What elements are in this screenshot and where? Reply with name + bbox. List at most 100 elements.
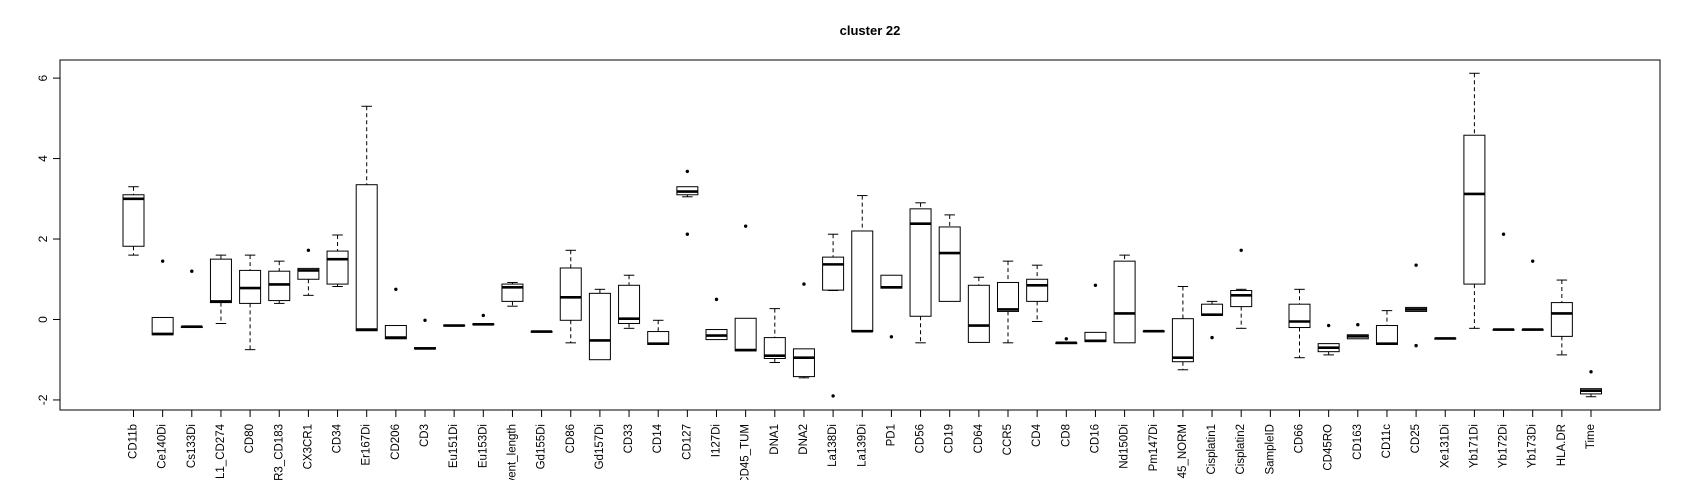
x-tick-label: Yb173Di bbox=[1527, 424, 1539, 468]
y-tick-label: 6 bbox=[36, 74, 50, 81]
box-iqr bbox=[822, 256, 845, 291]
x-tick-label: CD16 bbox=[1089, 424, 1101, 453]
box-45_NORM bbox=[1171, 285, 1194, 371]
box-R3_CD183 bbox=[268, 260, 291, 304]
box-CD33 bbox=[618, 274, 641, 329]
outlier-point bbox=[1093, 283, 1098, 287]
x-tick-label: Er167Di bbox=[361, 424, 373, 466]
box-iqr bbox=[618, 284, 641, 325]
x-tick-label: CD34 bbox=[332, 423, 344, 453]
outlier-point bbox=[1326, 323, 1331, 328]
box-CD11b bbox=[122, 186, 145, 256]
y-tick-label: -2 bbox=[36, 394, 50, 405]
box-DNA2 bbox=[792, 282, 815, 379]
box-Yb172Di bbox=[1492, 232, 1515, 331]
box-Gd157Di bbox=[588, 288, 611, 361]
box-PD1 bbox=[880, 274, 903, 339]
x-tick-label: CD19 bbox=[944, 424, 956, 453]
box-La139Di bbox=[851, 195, 874, 333]
box-Cisplatin1 bbox=[1201, 300, 1224, 340]
box-iqr bbox=[151, 316, 174, 336]
box-CD163 bbox=[1346, 323, 1369, 340]
x-tick-label: DNA2 bbox=[798, 424, 810, 455]
box-DNA1 bbox=[763, 308, 786, 364]
box-iqr bbox=[1230, 290, 1253, 308]
x-tick-label: DNA1 bbox=[769, 424, 781, 455]
x-tick-label: CD33 bbox=[623, 424, 635, 453]
box-CD56 bbox=[909, 202, 932, 344]
x-tick-label: R3_CD183 bbox=[273, 424, 285, 480]
outlier-point bbox=[802, 282, 806, 286]
box-CD86 bbox=[559, 249, 582, 344]
box-CD66 bbox=[1288, 288, 1311, 359]
box-CD206 bbox=[384, 287, 407, 340]
box-CD3 bbox=[414, 318, 436, 350]
box-Pm147Di bbox=[1142, 329, 1165, 333]
boxes-group bbox=[122, 72, 1602, 398]
outlier-point bbox=[394, 287, 398, 292]
x-tick-label: CD45_TUM bbox=[740, 424, 752, 480]
box-CD64 bbox=[967, 276, 990, 343]
box-iqr bbox=[209, 258, 232, 304]
box-CCR5 bbox=[997, 260, 1019, 344]
box-Nd150Di bbox=[1113, 254, 1136, 344]
outlier-point bbox=[190, 269, 194, 273]
box-HLA.DR bbox=[1550, 279, 1573, 356]
box-CD8 bbox=[1055, 337, 1078, 345]
box-Gd155Di bbox=[530, 330, 553, 333]
box-iqr bbox=[792, 348, 815, 378]
x-tick-label: CD56 bbox=[915, 424, 927, 453]
x-tick-label: CD11c bbox=[1381, 424, 1393, 459]
x-tick-label: Nd150Di bbox=[1119, 424, 1131, 469]
x-tick-label: CD80 bbox=[244, 424, 256, 453]
outlier-point bbox=[1210, 335, 1214, 340]
x-axis: CD11b Ce140Di Cs133Di L1_CD274 CD80 R3_CD183 C… bbox=[128, 409, 1597, 480]
box-CD25 bbox=[1405, 263, 1428, 348]
box-CD14 bbox=[647, 319, 670, 345]
x-tick-label: Gd157Di bbox=[594, 424, 606, 469]
outlier-point bbox=[685, 232, 690, 236]
outlier-point bbox=[423, 318, 427, 322]
box-vent_length bbox=[501, 281, 524, 307]
outlier-point bbox=[1356, 323, 1360, 327]
x-tick-label: CD206 bbox=[390, 424, 402, 460]
box-CD34 bbox=[326, 234, 349, 287]
x-tick-label: Xe131Di bbox=[1439, 424, 1451, 468]
box-CD11c bbox=[1375, 310, 1398, 345]
box-L1_CD274 bbox=[209, 254, 232, 325]
box-Yb173Di bbox=[1521, 259, 1544, 331]
x-tick-label: SampleID bbox=[1264, 424, 1276, 475]
x-tick-label: Eu151Di bbox=[448, 424, 460, 468]
box-CD4 bbox=[1026, 264, 1049, 322]
box-iqr bbox=[559, 267, 582, 321]
x-tick-label: PD1 bbox=[885, 424, 897, 446]
x-tick-label: Cisplatin2 bbox=[1235, 424, 1247, 475]
x-tick-label: CD86 bbox=[565, 424, 577, 453]
box-iqr bbox=[997, 281, 1019, 312]
box-Time bbox=[1580, 370, 1602, 398]
outlier-point bbox=[1501, 232, 1506, 236]
box-iqr bbox=[1375, 325, 1398, 345]
outlier-point bbox=[1239, 248, 1243, 252]
box-iqr bbox=[851, 230, 874, 333]
x-tick-label: vent_length bbox=[506, 424, 518, 480]
box-CD127 bbox=[676, 169, 699, 236]
x-tick-label: CD163 bbox=[1352, 424, 1364, 460]
y-tick-label: 0 bbox=[36, 316, 50, 323]
outlier-point bbox=[743, 224, 748, 228]
outlier-point bbox=[306, 248, 311, 252]
box-Cisplatin2 bbox=[1230, 248, 1253, 329]
outlier-point bbox=[1414, 343, 1418, 348]
outlier-point bbox=[685, 169, 690, 174]
x-tick-label: CD11b bbox=[128, 424, 140, 459]
x-tick-label: Yb172Di bbox=[1498, 424, 1510, 468]
outlier-point bbox=[481, 313, 485, 318]
outlier-point bbox=[160, 259, 165, 263]
x-tick-label: CX3CR1 bbox=[302, 424, 314, 469]
x-tick-label: Time bbox=[1585, 424, 1597, 449]
x-tick-label: CD4 bbox=[1031, 423, 1043, 447]
y-axis: -2 0 2 4 6 bbox=[36, 74, 61, 405]
box-iqr bbox=[909, 208, 932, 317]
box-iqr bbox=[1113, 260, 1136, 344]
